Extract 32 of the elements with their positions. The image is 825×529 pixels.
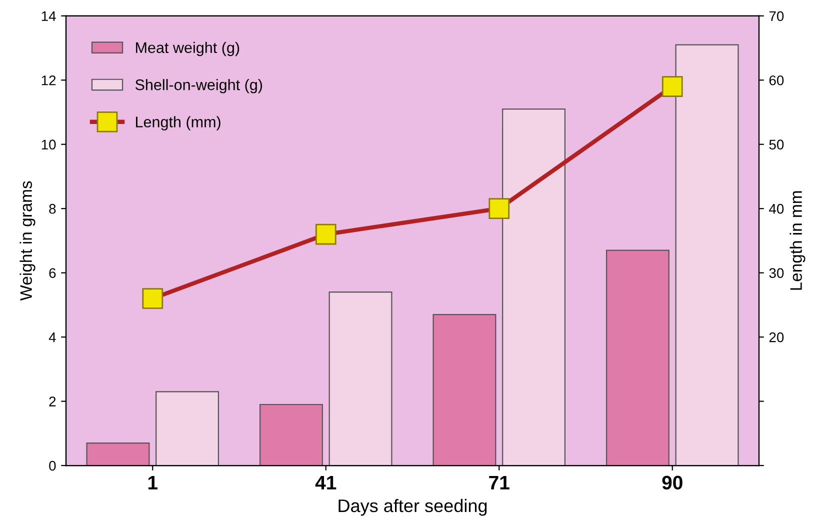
- y-tick-label: 6: [49, 268, 56, 278]
- bar: [675, 44, 739, 466]
- bar: [156, 391, 220, 466]
- legend-label: Meat weight (g): [136, 42, 240, 56]
- legend-label: Length (mm): [136, 116, 220, 130]
- bar: [432, 314, 496, 466]
- bar: [259, 404, 323, 466]
- x-tick-label: 90: [662, 476, 682, 490]
- y-tick-label: 4: [48, 332, 56, 342]
- y2-axis-title: Length in mm: [790, 191, 806, 290]
- x-tick-label: 1: [148, 476, 158, 490]
- y2-tick-label: 20: [769, 332, 784, 342]
- y2-tick-label: 40: [769, 204, 784, 214]
- y-tick-label: 8: [49, 204, 56, 214]
- y-tick-label: 14: [42, 11, 56, 21]
- x-tick-label: 71: [489, 476, 510, 490]
- x-tick-label: 41: [315, 476, 336, 490]
- y2-tick-label: 60: [769, 75, 784, 86]
- x-axis-title: Days after seeding: [338, 498, 487, 516]
- y-tick-label: 12: [42, 75, 56, 86]
- y2-tick-label: 50: [769, 140, 784, 150]
- bar: [86, 442, 150, 466]
- y2-tick-label: 70: [769, 11, 784, 22]
- bar: [328, 292, 392, 466]
- y2-tick-label: 30: [769, 268, 784, 278]
- y-axis-title: Weight in grams: [20, 181, 36, 301]
- y-tick-label: 10: [42, 140, 56, 150]
- y-tick-label: 0: [49, 460, 56, 471]
- bar: [606, 250, 670, 466]
- legend-label: Shell-on-weight (g): [135, 79, 262, 94]
- y-tick-label: 2: [49, 396, 56, 406]
- bar: [502, 108, 566, 466]
